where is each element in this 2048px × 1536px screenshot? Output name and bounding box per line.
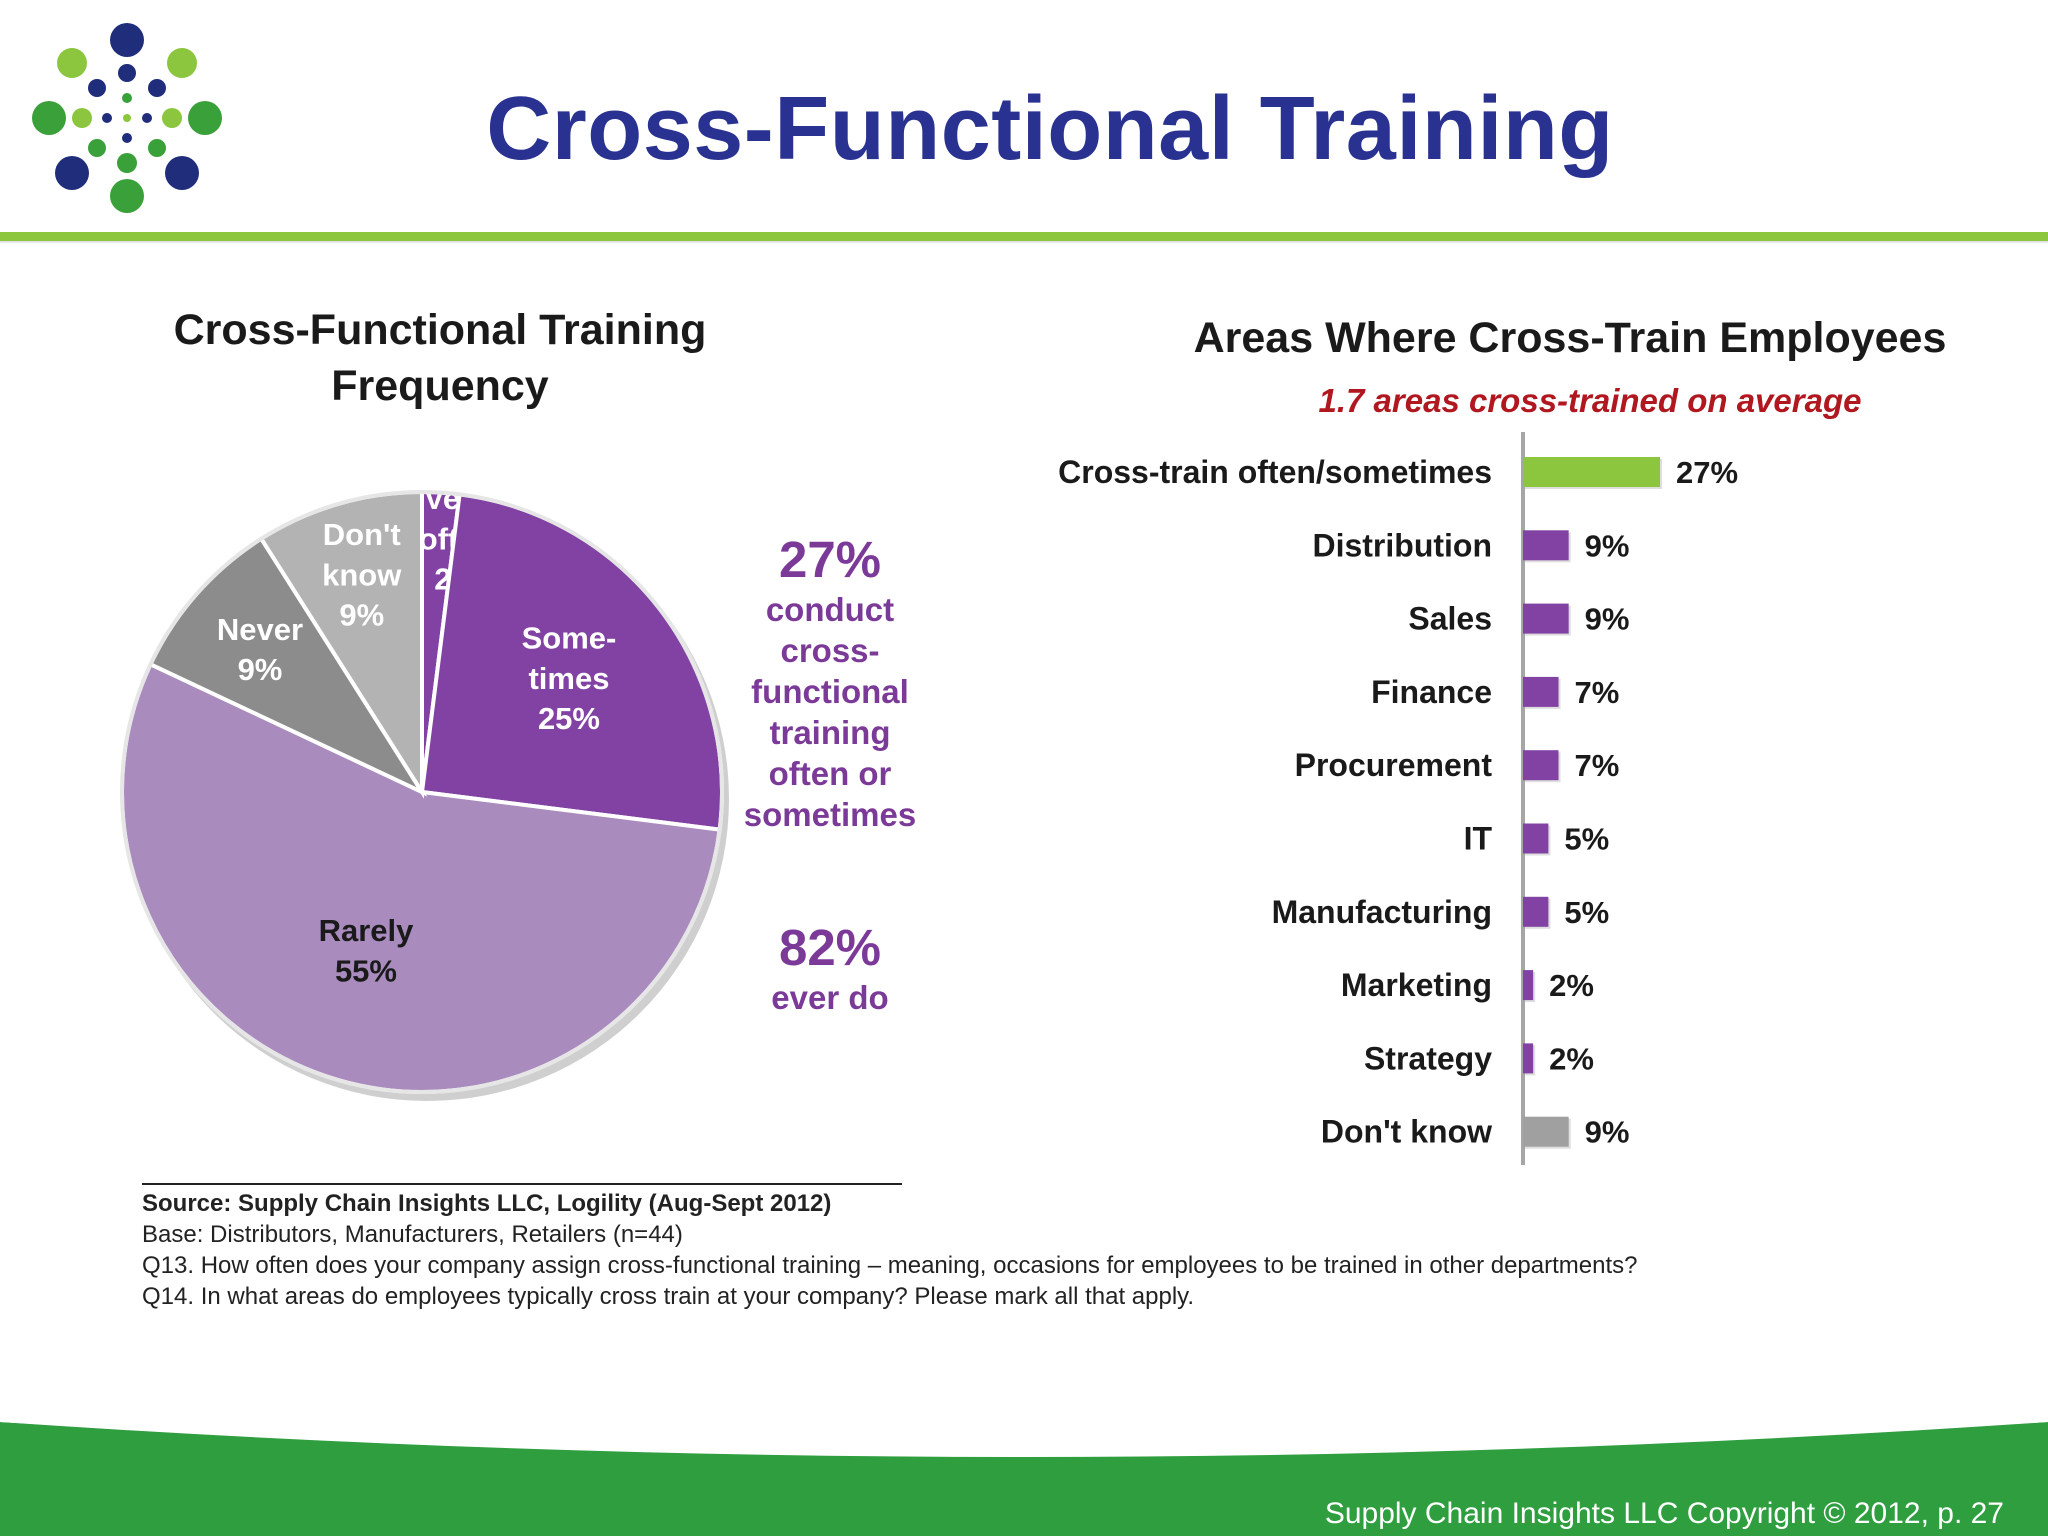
bar-category-label: Sales bbox=[1408, 601, 1492, 637]
bar-don-t-know bbox=[1523, 1116, 1569, 1147]
bar-finance bbox=[1523, 676, 1559, 707]
bar-category-label: Marketing bbox=[1341, 967, 1492, 1003]
pie-slice-label: Rarely bbox=[319, 913, 415, 948]
often-callout-line: training bbox=[769, 714, 891, 751]
pie-slice-label: 25% bbox=[538, 701, 600, 736]
bar-value-label: 2% bbox=[1549, 968, 1594, 1003]
bar-category-label: Procurement bbox=[1295, 747, 1493, 783]
bar-chart-title: Areas Where Cross-Train Employees bbox=[1193, 314, 1947, 362]
pie-slice-label: 9% bbox=[238, 652, 283, 687]
pie-slice-label: know bbox=[322, 557, 402, 592]
bar-value-label: 2% bbox=[1549, 1041, 1594, 1076]
bar-it bbox=[1523, 823, 1549, 854]
ever-callout-pct: 82% bbox=[778, 919, 882, 976]
source-line: Source: Supply Chain Insights LLC, Logil… bbox=[142, 1190, 832, 1217]
bar-category-label: Strategy bbox=[1364, 1040, 1492, 1076]
title-divider bbox=[0, 232, 2048, 244]
pie-title-line-2: Frequency bbox=[331, 362, 549, 410]
bar-category-label: Finance bbox=[1371, 674, 1492, 710]
bar-cross-train-often-sometimes bbox=[1523, 457, 1660, 487]
often-callout-line: conduct bbox=[765, 591, 895, 628]
pie-chart: Veryoften2%Some-times25%Rarely55%Never9%… bbox=[120, 481, 729, 1101]
bar-marketing bbox=[1523, 970, 1534, 1001]
bar-value-label: 27% bbox=[1676, 455, 1738, 490]
ever-callout: 82% ever do bbox=[720, 918, 940, 1018]
pie-title-line-1: Cross-Functional Training bbox=[173, 306, 707, 354]
bar-chart: Cross-train often/sometimes 27% Distributi… bbox=[1058, 432, 1738, 1165]
pie-chart-title: Cross-Functional Training Frequency bbox=[120, 302, 760, 414]
bar-sales bbox=[1523, 603, 1569, 634]
bar-category-label: Distribution bbox=[1312, 527, 1492, 563]
bar-value-label: 9% bbox=[1585, 1115, 1630, 1150]
bar-value-label: 9% bbox=[1585, 602, 1630, 637]
pie-slice-label: 55% bbox=[335, 953, 397, 988]
pie-slice-label: Don't bbox=[323, 517, 401, 552]
bar-value-label: 5% bbox=[1564, 822, 1609, 857]
bar-category-label: Cross-train often/sometimes bbox=[1058, 454, 1492, 490]
often-callout-pct: 27% bbox=[778, 531, 882, 588]
pie-slice-label: 9% bbox=[339, 598, 384, 633]
often-callout-line: functional bbox=[751, 673, 909, 710]
copyright-text: Supply Chain Insights LLC Copyright © 20… bbox=[1324, 1497, 2004, 1530]
base-line: Base: Distributors, Manufacturers, Retai… bbox=[142, 1221, 683, 1248]
q14-line: Q14. In what areas do employees typicall… bbox=[142, 1283, 1195, 1310]
bar-procurement bbox=[1523, 750, 1559, 781]
bar-value-label: 7% bbox=[1575, 748, 1620, 783]
footer-band bbox=[0, 1422, 2048, 1536]
bar-value-label: 9% bbox=[1585, 528, 1630, 563]
bar-category-label: Don't know bbox=[1321, 1114, 1492, 1150]
bar-chart-subtitle: 1.7 areas cross-trained on average bbox=[1318, 382, 1862, 419]
bar-strategy bbox=[1523, 1043, 1534, 1074]
often-callout: 27% conduct cross- functional training o… bbox=[720, 530, 940, 835]
bar-category-label: Manufacturing bbox=[1272, 894, 1492, 930]
bar-category-label: IT bbox=[1464, 821, 1493, 857]
notes-divider bbox=[142, 1183, 902, 1185]
pie-outline bbox=[120, 490, 724, 1094]
bar-distribution bbox=[1523, 530, 1569, 561]
source-notes: Source: Supply Chain Insights LLC, Logil… bbox=[142, 1188, 1942, 1312]
bar-value-label: 5% bbox=[1564, 895, 1609, 930]
ever-callout-text: ever do bbox=[771, 979, 889, 1016]
company-logo bbox=[32, 23, 222, 213]
bar-value-label: 7% bbox=[1575, 675, 1620, 710]
q13-line: Q13. How often does your company assign … bbox=[142, 1252, 1638, 1279]
bar-manufacturing bbox=[1523, 896, 1549, 927]
often-callout-line: sometimes bbox=[743, 796, 917, 833]
pie-slice-label: Never bbox=[217, 612, 303, 647]
pie-slice-label: Some- bbox=[522, 621, 617, 656]
often-callout-line: often or bbox=[768, 755, 892, 792]
often-callout-line: cross- bbox=[780, 632, 880, 669]
pie-slice-label: times bbox=[528, 661, 609, 696]
slide-title: Cross-Functional Training bbox=[486, 79, 1614, 179]
